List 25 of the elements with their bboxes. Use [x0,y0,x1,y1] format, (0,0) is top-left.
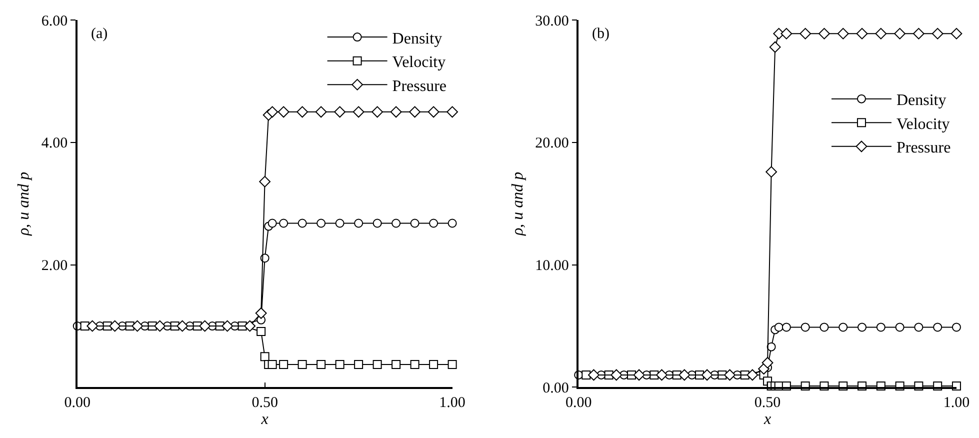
x-tick-label: 0.00 [64,394,90,411]
x-tick-label: 0.50 [252,394,278,411]
x-tick-label: 1.00 [439,394,466,411]
y-tick-label: 2.00 [41,258,68,274]
annotation: (a) [91,26,108,42]
y-tick-label: 20.00 [535,136,569,152]
y-tick-label: 10.00 [535,258,569,274]
y-axis-title: ρ, u and p [16,172,33,237]
y-tick-label: 0.00 [542,380,569,396]
x-tick-label: 1.00 [943,394,970,411]
y-tick-label: 4.00 [41,136,68,152]
legend-label: Velocity [392,54,446,72]
x-axis-title: x [260,410,268,428]
x-axis-title: x [762,410,772,428]
annotation: (b) [592,26,610,42]
legend-label: Pressure [392,78,447,95]
legend-label: Density [392,30,442,48]
y-tick-label: 30.00 [535,13,569,30]
legend-label: Velocity [896,116,950,133]
x-tick-label: 0.50 [754,394,781,411]
legend-label: Pressure [896,140,951,157]
legend-label: Density [896,92,946,110]
x-tick-label: 0.00 [565,394,592,411]
y-tick-label: 6.00 [41,13,68,30]
y-axis-title: ρ, u and p [509,172,526,237]
